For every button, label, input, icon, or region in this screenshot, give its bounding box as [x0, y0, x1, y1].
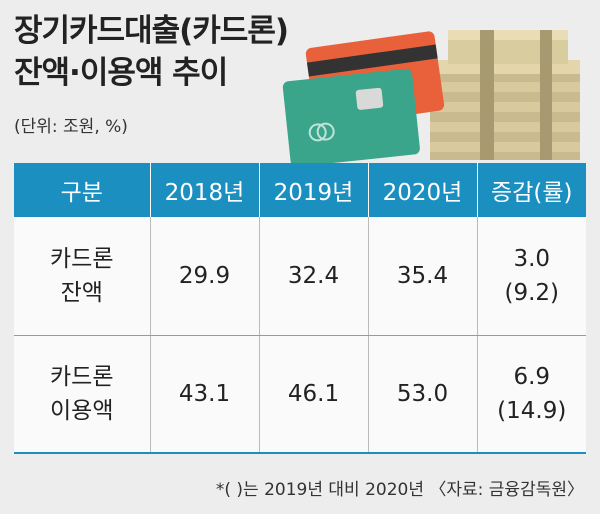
title-line-2: 잔액·이용액 추이	[14, 55, 228, 91]
row-label: 카드론 이용액	[14, 335, 150, 454]
header-change: 증감(률)	[476, 163, 586, 217]
cell-change: 6.9 (14.9)	[476, 335, 586, 454]
page-title: 장기카드대출(카드론) 잔액·이용액 추이	[14, 10, 289, 94]
cell-2020: 53.0	[367, 335, 477, 454]
cell-2018: 43.1	[149, 335, 259, 454]
cell-2019: 46.1	[258, 335, 368, 454]
money-stack-icon	[430, 30, 580, 160]
card-loan-table: 구분 2018년 2019년 2020년 증감(률) 카드론 잔액 29.9 3…	[14, 163, 586, 454]
title-line-1: 장기카드대출(카드론)	[14, 13, 289, 49]
header-category: 구분	[14, 163, 150, 217]
cell-change: 3.0 (9.2)	[476, 217, 586, 336]
cell-2019: 32.4	[258, 217, 368, 336]
table-header-row: 구분 2018년 2019년 2020년 증감(률)	[14, 163, 586, 217]
header-2020: 2020년	[367, 163, 477, 217]
table-row: 카드론 잔액 29.9 32.4 35.4 3.0 (9.2)	[14, 217, 586, 336]
footnote: *( )는 2019년 대비 2020년 〈자료: 금융감독원〉	[215, 480, 584, 500]
cell-2018: 29.9	[149, 217, 259, 336]
header-2019: 2019년	[258, 163, 368, 217]
table-row: 카드론 이용액 43.1 46.1 53.0 6.9 (14.9)	[14, 335, 586, 454]
row-label: 카드론 잔액	[14, 217, 150, 336]
unit-note: (단위: 조원, %)	[14, 117, 128, 137]
cell-2020: 35.4	[367, 217, 477, 336]
credit-cards-and-money-illustration	[282, 30, 580, 167]
header-2018: 2018년	[149, 163, 259, 217]
green-card-icon	[282, 68, 420, 167]
